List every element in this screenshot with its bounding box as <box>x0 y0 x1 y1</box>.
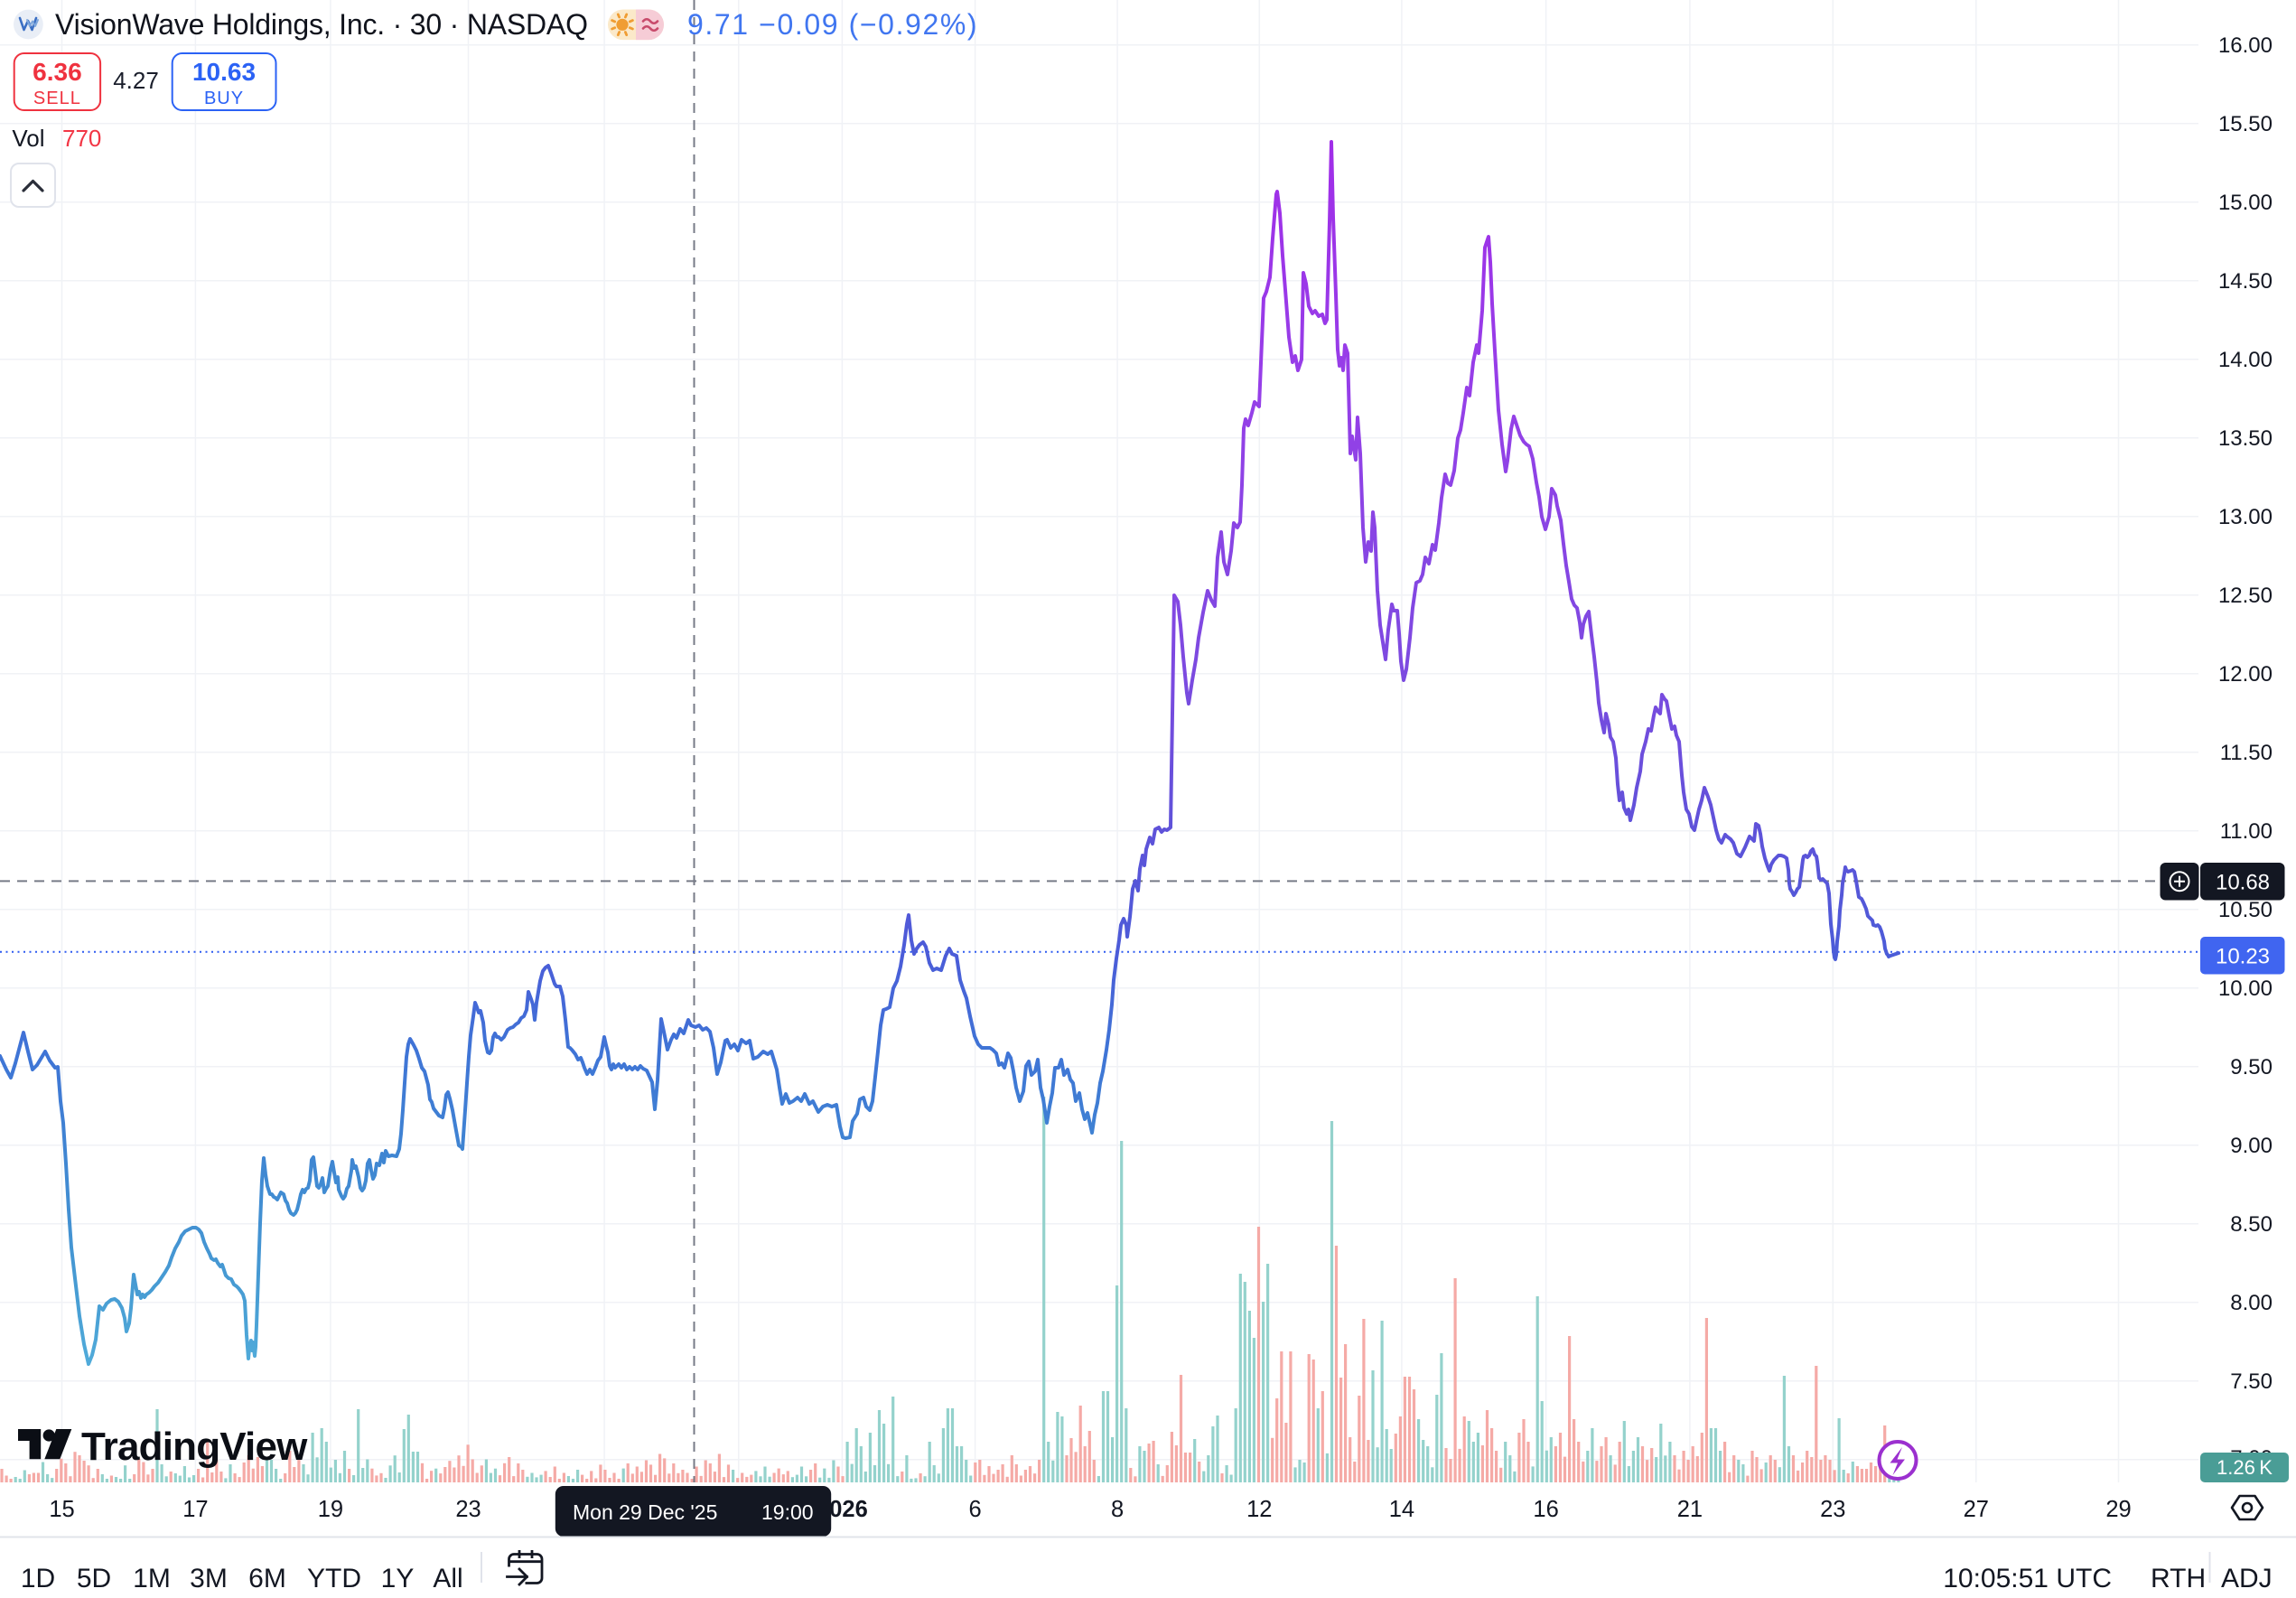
svg-text:11.00: 11.00 <box>2220 819 2273 844</box>
svg-text:14: 14 <box>1389 1497 1414 1522</box>
svg-text:19: 19 <box>318 1497 343 1522</box>
svg-text:11.50: 11.50 <box>2220 741 2273 765</box>
svg-text:16.00: 16.00 <box>2218 33 2273 58</box>
svg-text:BUY: BUY <box>204 89 244 108</box>
svg-text:5D: 5D <box>77 1564 111 1593</box>
svg-text:4.27: 4.27 <box>113 67 159 94</box>
svg-text:VisionWave Holdings, Inc. · 30: VisionWave Holdings, Inc. · 30 · NASDAQ <box>55 8 588 41</box>
svg-text:YTD: YTD <box>307 1564 361 1593</box>
svg-text:23: 23 <box>455 1497 481 1522</box>
svg-text:29: 29 <box>2105 1497 2131 1522</box>
svg-text:1D: 1D <box>21 1564 55 1593</box>
svg-text:1.26 K: 1.26 K <box>2217 1456 2273 1479</box>
svg-text:15.00: 15.00 <box>2218 191 2273 215</box>
svg-text:12.00: 12.00 <box>2218 662 2273 687</box>
svg-text:12: 12 <box>1246 1497 1272 1522</box>
svg-text:1Y: 1Y <box>381 1564 415 1593</box>
svg-text:10:05:51 UTC: 10:05:51 UTC <box>1943 1564 2112 1593</box>
svg-text:10.50: 10.50 <box>2218 898 2273 922</box>
svg-text:9.50: 9.50 <box>2230 1055 2273 1079</box>
svg-text:6.36: 6.36 <box>33 58 82 86</box>
svg-text:27: 27 <box>1964 1497 1989 1522</box>
svg-text:3M: 3M <box>190 1564 228 1593</box>
svg-text:9.71 −0.09 (−0.92%): 9.71 −0.09 (−0.92%) <box>687 8 978 41</box>
svg-text:Vol: Vol <box>12 125 44 152</box>
svg-text:RTH: RTH <box>2151 1564 2206 1593</box>
svg-text:7.50: 7.50 <box>2230 1369 2273 1394</box>
svg-text:8.00: 8.00 <box>2230 1291 2273 1315</box>
svg-text:16: 16 <box>1533 1497 1558 1522</box>
svg-text:12.50: 12.50 <box>2218 584 2273 608</box>
svg-text:6M: 6M <box>248 1564 286 1593</box>
svg-text:10.63: 10.63 <box>192 58 256 86</box>
svg-text:9.00: 9.00 <box>2230 1134 2273 1158</box>
svg-text:All: All <box>433 1564 462 1593</box>
svg-text:10.00: 10.00 <box>2218 977 2273 1001</box>
svg-text:ADJ: ADJ <box>2221 1564 2273 1593</box>
svg-text:17: 17 <box>182 1497 208 1522</box>
svg-text:SELL: SELL <box>33 89 81 108</box>
svg-text:14.00: 14.00 <box>2218 348 2273 372</box>
svg-text:10.68: 10.68 <box>2216 871 2270 895</box>
svg-text:13.50: 13.50 <box>2218 426 2273 451</box>
svg-text:Mon 29 Dec '25: Mon 29 Dec '25 <box>573 1500 717 1524</box>
svg-text:21: 21 <box>1677 1497 1703 1522</box>
svg-text:8.50: 8.50 <box>2230 1212 2273 1237</box>
svg-text:10.23: 10.23 <box>2216 945 2270 969</box>
svg-text:770: 770 <box>62 125 101 152</box>
svg-text:13.00: 13.00 <box>2218 505 2273 529</box>
svg-text:6: 6 <box>969 1497 982 1522</box>
svg-text:1M: 1M <box>133 1564 171 1593</box>
svg-text:19:00: 19:00 <box>761 1500 814 1524</box>
svg-text:23: 23 <box>1820 1497 1845 1522</box>
svg-text:8: 8 <box>1111 1497 1124 1522</box>
svg-text:15.50: 15.50 <box>2218 112 2273 136</box>
svg-text:TradingView: TradingView <box>81 1425 308 1469</box>
svg-text:14.50: 14.50 <box>2218 269 2273 294</box>
svg-text:15: 15 <box>49 1497 74 1522</box>
